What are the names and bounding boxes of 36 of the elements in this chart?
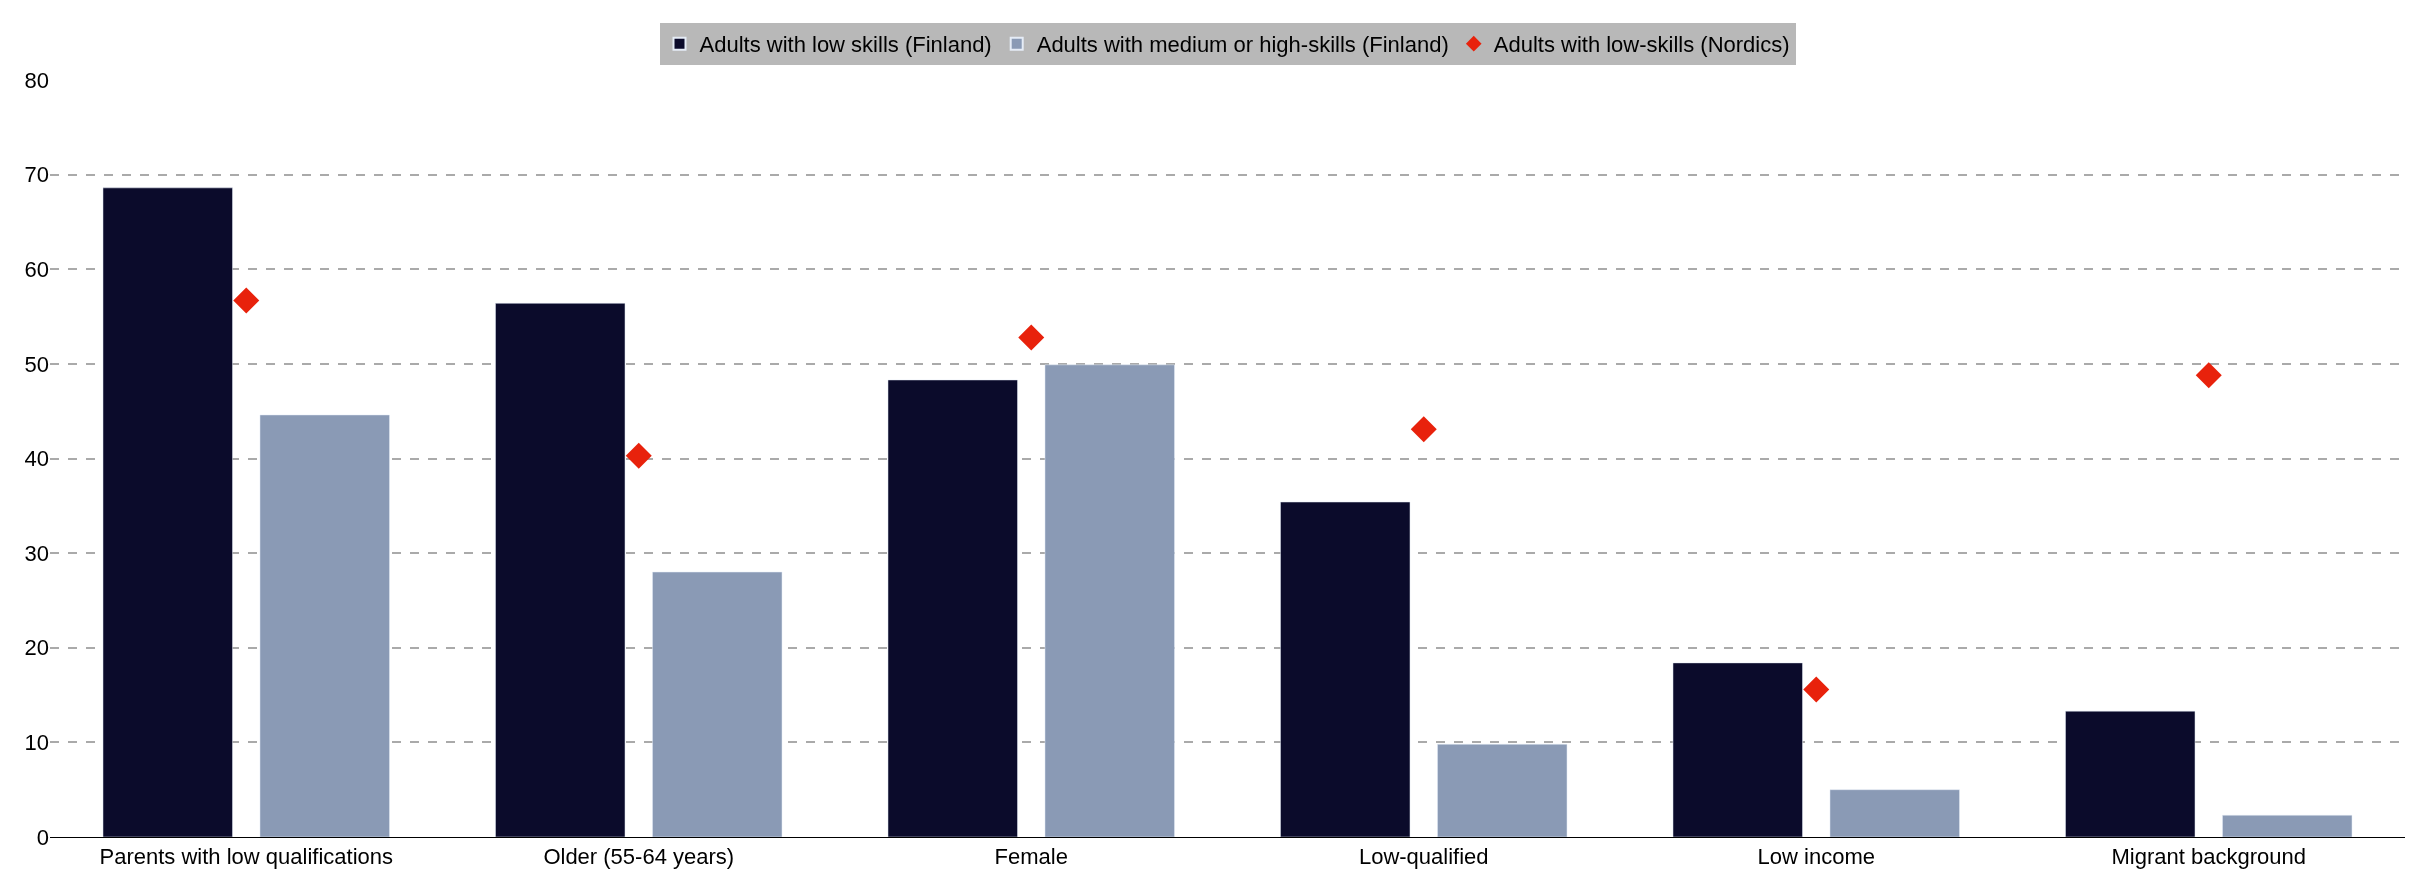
x-tick-label: Migrant background: [2111, 844, 2306, 870]
bar: [1672, 662, 1803, 837]
y-tick-label: 30: [24, 540, 49, 566]
bar: [102, 187, 233, 837]
bar: [2065, 710, 2196, 837]
y-tick-label: 60: [24, 256, 49, 282]
bar: [652, 571, 783, 837]
bar: [495, 303, 626, 837]
bar: [887, 379, 1018, 837]
y-tick-label: 50: [24, 351, 49, 377]
y-tick-label: 40: [24, 446, 49, 472]
x-tick-label: Older (55-64 years): [543, 844, 735, 870]
y-tick-label: 70: [24, 162, 49, 188]
point: [1410, 416, 1437, 443]
x-tick-label: Female: [994, 844, 1068, 870]
bar: [1437, 744, 1568, 837]
x-tick-label: Low income: [1757, 844, 1875, 870]
legend-label: Adults with low skills (Finland): [699, 32, 992, 58]
y-tick-label: 80: [24, 67, 49, 93]
point: [1803, 676, 1830, 703]
x-tick-label: Low-qualified: [1358, 844, 1489, 870]
bar: [259, 414, 390, 837]
point: [233, 287, 260, 314]
y-tick-label: 10: [24, 730, 49, 756]
y-tick-label: 20: [24, 635, 49, 661]
point: [1018, 324, 1045, 351]
y-tick-label: 0: [36, 824, 49, 850]
bar: [1280, 501, 1411, 837]
bar: [2222, 814, 2353, 837]
point: [2195, 362, 2222, 389]
legend-label: Adults with low-skills (Nordics): [1493, 32, 1790, 58]
x-tick-label: Parents with low qualifications: [99, 844, 393, 870]
point: [625, 442, 652, 469]
bar: [1044, 364, 1175, 837]
legend-label: Adults with medium or high-skills (Finland): [1036, 32, 1449, 58]
bar: [1829, 789, 1960, 837]
